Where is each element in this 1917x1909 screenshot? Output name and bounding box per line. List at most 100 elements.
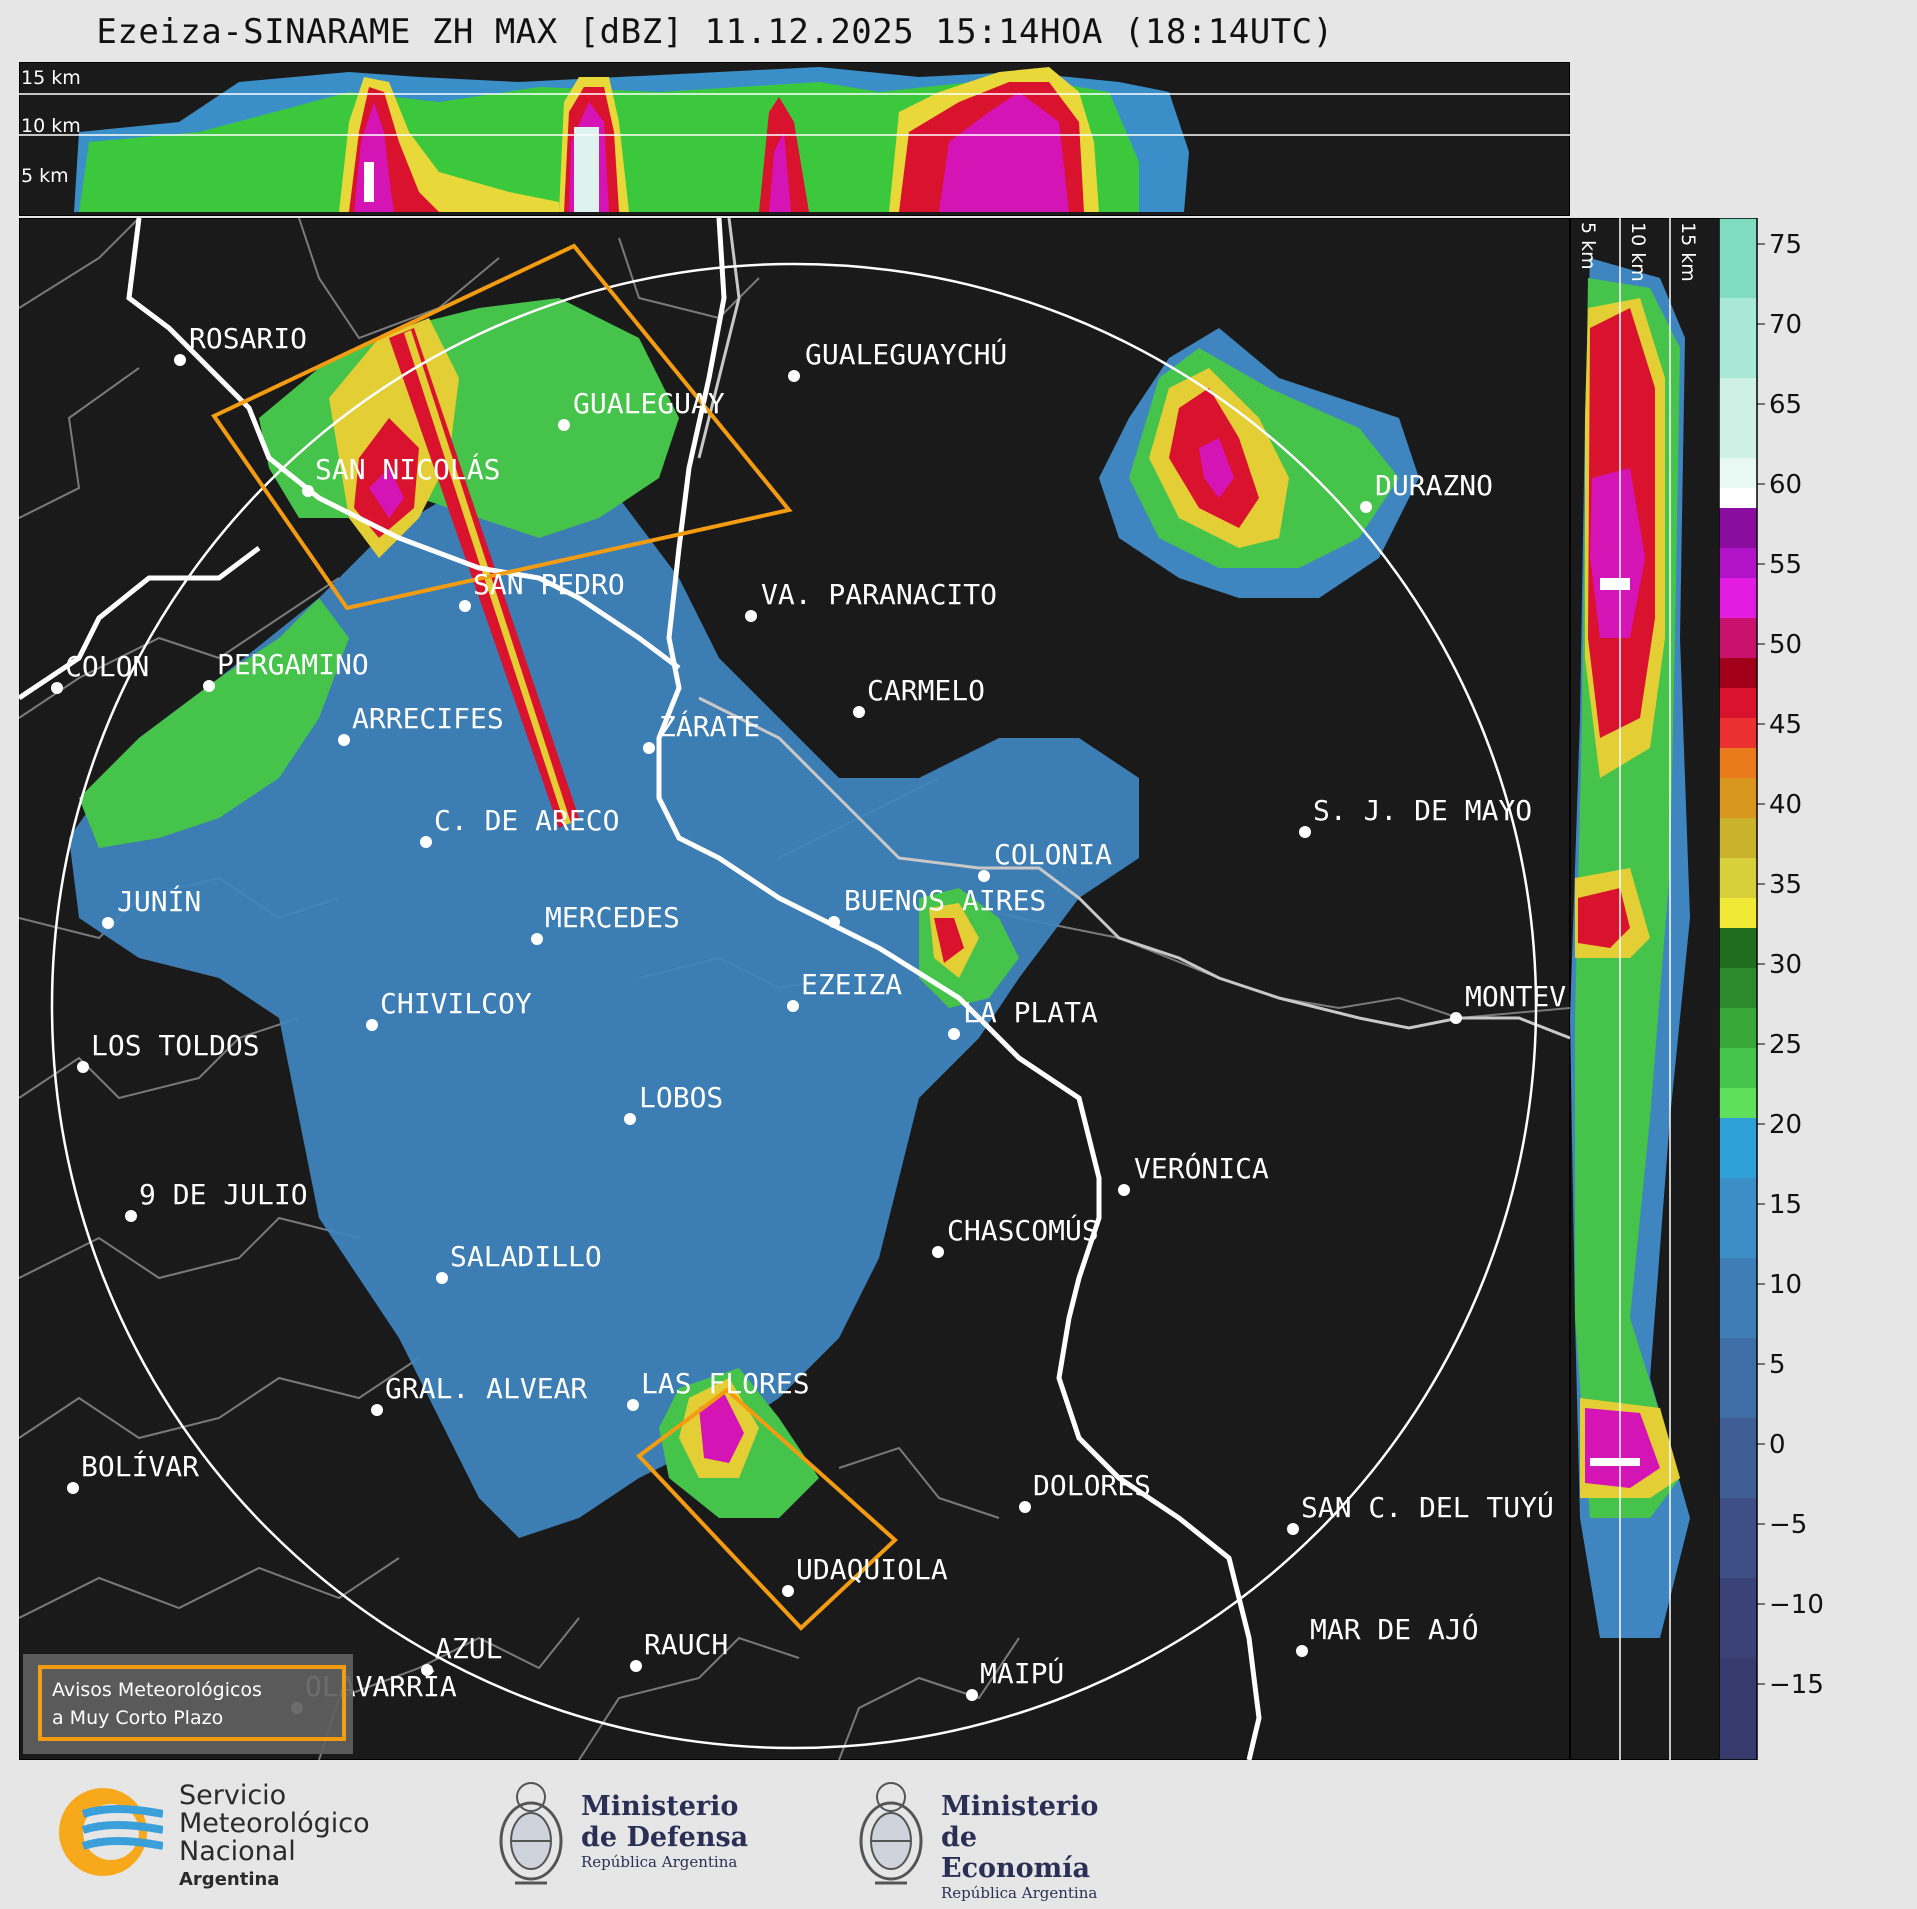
svg-text:SAN C. DEL TUYÚ: SAN C. DEL TUYÚ xyxy=(1301,1490,1554,1524)
svg-text:50: 50 xyxy=(1769,630,1802,660)
city-9-de-julio: 9 DE JULIO xyxy=(125,1178,308,1222)
city-chascomus: CHASCOMÚS xyxy=(932,1213,1099,1258)
svg-text:GUALEGUAY: GUALEGUAY xyxy=(573,387,725,420)
svg-text:RAUCH: RAUCH xyxy=(644,1628,728,1661)
defensa-logo: Ministerio de Defensa República Argentin… xyxy=(495,1775,765,1895)
colorbar-ticks: 75 70 65 60 55 50 45 40 35 30 25 20 15 1… xyxy=(1757,230,1824,1700)
svg-text:GRAL. ALVEAR: GRAL. ALVEAR xyxy=(385,1372,587,1405)
svg-text:ROSARIO: ROSARIO xyxy=(189,322,307,355)
city-c-de-areco: C. DE ARECO xyxy=(420,804,619,848)
warning-polygon-north xyxy=(211,243,793,611)
legend-swatch xyxy=(38,1665,346,1741)
city-mercedes: MERCEDES xyxy=(531,901,680,945)
city-buenos-aires: BUENOS AIRES xyxy=(828,884,1046,928)
smn-logo-icon xyxy=(59,1788,163,1876)
warning-polygon-south xyxy=(636,1387,898,1631)
city-san-pedro: SAN PEDRO xyxy=(459,568,625,612)
svg-text:60: 60 xyxy=(1769,470,1802,500)
map-title: Ezeiza-SINARAME ZH MAX [dBZ] 11.12.2025 … xyxy=(96,12,1334,52)
svg-text:9 DE JULIO: 9 DE JULIO xyxy=(139,1178,308,1211)
city-durazno: DURAZNO xyxy=(1360,469,1493,513)
svg-text:UDAQUIOLA: UDAQUIOLA xyxy=(796,1553,948,1586)
smn-logo: Servicio Meteorológico Nacional Argentin… xyxy=(55,1778,395,1890)
svg-text:GUALEGUAYCHÚ: GUALEGUAYCHÚ xyxy=(805,337,1007,371)
city-sj-de-mayo: S. J. DE MAYO xyxy=(1299,794,1532,838)
svg-text:SAN PEDRO: SAN PEDRO xyxy=(473,568,625,601)
svg-text:VERÓNICA: VERÓNICA xyxy=(1134,1151,1269,1185)
svg-text:MAIPÚ: MAIPÚ xyxy=(980,1656,1064,1690)
svg-text:MERCEDES: MERCEDES xyxy=(545,901,680,934)
economia-line3: República Argentina xyxy=(941,1884,1098,1902)
svg-text:EZEIZA: EZEIZA xyxy=(801,968,902,1001)
city-udaquiola: UDAQUIOLA xyxy=(782,1553,948,1597)
svg-text:COLON: COLON xyxy=(65,650,149,683)
smn-line1: Servicio xyxy=(179,1780,287,1811)
city-zarate: ZÁRATE xyxy=(643,709,760,754)
svg-text:CHIVILCOY: CHIVILCOY xyxy=(380,987,532,1020)
svg-text:25: 25 xyxy=(1769,1030,1802,1060)
svg-text:BUENOS AIRES: BUENOS AIRES xyxy=(844,884,1046,917)
side-label-15km: 15 km xyxy=(1677,222,1699,282)
svg-text:VA. PARANACITO: VA. PARANACITO xyxy=(761,578,997,611)
city-san-nicolas: SAN NICOLÁS xyxy=(302,452,500,497)
colorbar: 75 70 65 60 55 50 45 40 35 30 25 20 15 1… xyxy=(1719,218,1824,1760)
svg-text:−5: −5 xyxy=(1769,1510,1807,1540)
economia-logo: Ministerio de Economía República Argenti… xyxy=(855,1775,1125,1902)
city-gualeguaychu: GUALEGUAYCHÚ xyxy=(788,337,1007,382)
svg-text:45: 45 xyxy=(1769,710,1802,740)
svg-text:0: 0 xyxy=(1769,1430,1786,1460)
svg-text:ARRECIFES: ARRECIFES xyxy=(352,702,504,735)
argentina-shield-icon xyxy=(859,1782,923,1885)
svg-text:75: 75 xyxy=(1769,230,1802,260)
svg-text:30: 30 xyxy=(1769,950,1802,980)
svg-text:PERGAMINO: PERGAMINO xyxy=(217,648,369,681)
city-mar-de-ajo: MAR DE AJÓ xyxy=(1296,1612,1479,1657)
svg-text:−15: −15 xyxy=(1769,1670,1824,1700)
svg-text:S. J. DE MAYO: S. J. DE MAYO xyxy=(1313,794,1532,827)
economia-line1: Ministerio xyxy=(941,1791,1099,1822)
top-cross-section: 15 km 10 km 5 km xyxy=(19,62,1570,216)
svg-text:40: 40 xyxy=(1769,790,1802,820)
city-junin: JUNÍN xyxy=(102,884,201,929)
city-saladillo: SALADILLO xyxy=(436,1240,602,1284)
side-label-5km: 5 km xyxy=(1577,222,1599,270)
svg-text:DURAZNO: DURAZNO xyxy=(1375,469,1493,502)
smn-line3: Nacional xyxy=(179,1836,296,1867)
city-layer: ROSARIO GUALEGUAYCHÚ GUALEGUAY SAN NICOL… xyxy=(51,322,1566,1714)
svg-text:C. DE ARECO: C. DE ARECO xyxy=(434,804,619,837)
side-cross-section: 5 km 10 km 15 km xyxy=(1570,218,1720,1760)
svg-text:LOS TOLDOS: LOS TOLDOS xyxy=(91,1029,260,1062)
svg-text:SALADILLO: SALADILLO xyxy=(450,1240,602,1273)
city-va-paranacito: VA. PARANACITO xyxy=(745,578,997,622)
svg-text:BOLÍVAR: BOLÍVAR xyxy=(81,1449,199,1483)
argentina-shield-icon xyxy=(499,1782,563,1885)
svg-text:SAN NICOLÁS: SAN NICOLÁS xyxy=(315,452,500,486)
side-label-10km: 10 km xyxy=(1627,222,1649,282)
defensa-line3: República Argentina xyxy=(581,1853,738,1871)
legend-line1: Avisos Meteorológicos xyxy=(52,1679,262,1701)
city-colonia: COLONIA xyxy=(978,838,1112,882)
city-gualeguay: GUALEGUAY xyxy=(558,387,725,431)
coastline xyxy=(19,218,1262,1760)
svg-text:65: 65 xyxy=(1769,390,1802,420)
svg-text:JUNÍN: JUNÍN xyxy=(117,884,201,918)
svg-text:MAR DE AJÓ: MAR DE AJÓ xyxy=(1310,1612,1479,1646)
city-chivilcoy: CHIVILCOY xyxy=(366,987,532,1031)
city-gral-alvear: GRAL. ALVEAR xyxy=(371,1372,587,1416)
warnings-legend: Avisos Meteorológicos a Muy Corto Plazo xyxy=(23,1654,353,1754)
svg-text:DOLORES: DOLORES xyxy=(1033,1469,1151,1502)
range-ring xyxy=(50,262,1538,1750)
svg-text:LAS FLORES: LAS FLORES xyxy=(641,1367,810,1400)
city-la-plata: LA PLATA xyxy=(948,996,1098,1040)
city-arrecifes: ARRECIFES xyxy=(338,702,504,746)
svg-text:AZUL: AZUL xyxy=(435,1632,502,1665)
smn-line4: Argentina xyxy=(179,1869,280,1890)
city-san-c-del-tuyu: SAN C. DEL TUYÚ xyxy=(1287,1490,1554,1535)
city-maipu: MAIPÚ xyxy=(966,1656,1064,1701)
city-los-toldos: LOS TOLDOS xyxy=(77,1029,260,1073)
svg-text:70: 70 xyxy=(1769,310,1802,340)
city-dolores: DOLORES xyxy=(1019,1469,1151,1513)
city-colon: COLON xyxy=(51,650,149,694)
defensa-line1: Ministerio xyxy=(581,1791,739,1822)
legend-line2: a Muy Corto Plazo xyxy=(52,1707,223,1729)
